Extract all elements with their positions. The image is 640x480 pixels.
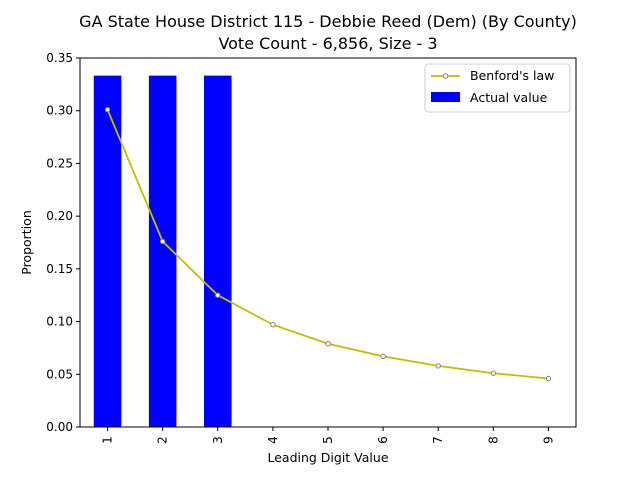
y-axis: 0.00 0.05 0.10 0.15 0.20 0.25 0.30 0.35 [46,51,80,434]
benford-point-6 [380,353,386,360]
y-tick-label: 0.35 [46,51,73,65]
x-tick-label: 5 [321,436,335,444]
bar-3 [204,75,232,428]
chart-title-line2: Vote Count - 6,856, Size - 3 [218,34,437,53]
benford-point-3 [215,292,221,298]
x-tick-label: 1 [101,436,115,444]
x-tick-label: 7 [431,436,445,444]
benford-point-1 [104,106,111,113]
legend-label-benford: Benford's law [470,68,554,83]
x-axis-label: Leading Digit Value [267,450,388,465]
x-tick-label: 6 [376,436,390,444]
y-tick-label: 0.20 [46,209,73,223]
x-tick-label: 9 [541,436,555,444]
benford-point-4 [270,322,276,328]
x-tick-label: 3 [211,436,225,444]
legend-box [424,63,571,113]
chart-title-line1: GA State House District 115 - Debbie Ree… [79,12,577,31]
x-tick-label: 4 [266,436,280,444]
bar-1 [93,75,122,428]
legend-label-actual: Actual value [470,90,548,105]
legend-line-marker [442,73,449,79]
legend-bar-swatch [431,92,460,102]
benford-point-7 [435,363,441,369]
x-tick-label: 2 [156,436,170,444]
x-axis: 1 2 3 4 5 6 7 8 9 [101,427,555,444]
y-tick-label: 0.00 [46,420,73,434]
benford-point-8 [490,370,497,376]
benford-point-2 [159,238,166,245]
benford-point-5 [325,341,331,347]
y-tick-label: 0.25 [46,156,73,170]
y-tick-label: 0.30 [46,104,73,118]
y-tick-label: 0.10 [46,315,73,329]
line-series [104,106,552,382]
x-tick-label: 8 [486,436,500,444]
y-axis-label: Proportion [19,210,34,275]
y-tick-label: 0.15 [46,262,73,276]
y-tick-label: 0.05 [46,367,73,381]
legend: Benford's law Actual value [424,63,571,113]
benford-point-9 [545,375,552,382]
